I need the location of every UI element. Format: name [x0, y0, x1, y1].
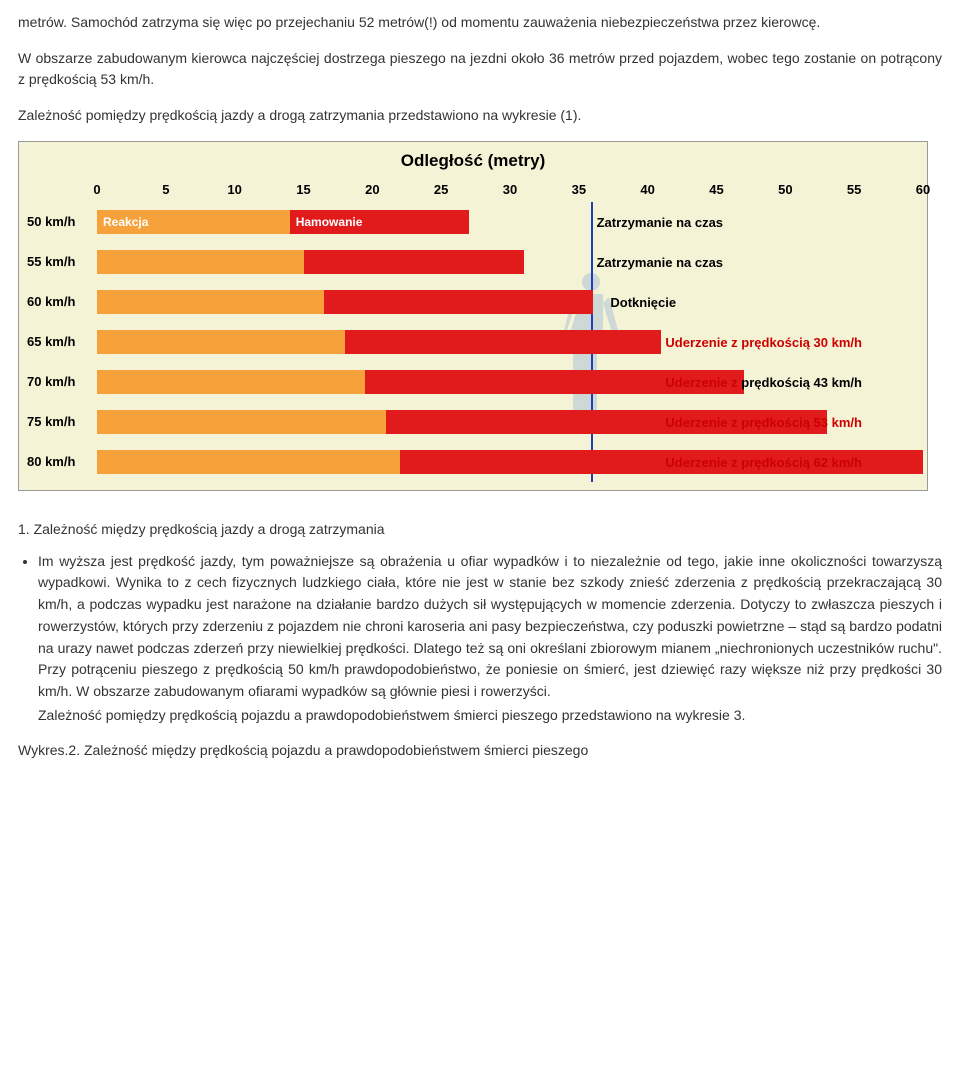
- reaction-segment: [97, 370, 365, 394]
- x-tick: 50: [778, 180, 792, 200]
- x-tick: 30: [503, 180, 517, 200]
- x-tick: 0: [93, 180, 100, 200]
- x-tick: 45: [709, 180, 723, 200]
- chart-caption-1: 1. Zależność między prędkością jazdy a d…: [18, 519, 942, 541]
- speed-label: 75 km/h: [23, 412, 97, 432]
- x-tick: 5: [162, 180, 169, 200]
- chart-row: 65 km/h Uderzenie z prędkością 30 km/h: [23, 322, 923, 362]
- x-tick: 15: [296, 180, 310, 200]
- chart-row: 55 km/h Zatrzymanie na czas: [23, 242, 923, 282]
- x-tick: 40: [640, 180, 654, 200]
- braking-segment: Hamowanie: [290, 210, 469, 234]
- speed-label: 50 km/h: [23, 212, 97, 232]
- x-tick: 60: [916, 180, 930, 200]
- reaction-segment: [97, 450, 400, 474]
- chart-caption-2: Wykres.2. Zależność między prędkością po…: [18, 740, 942, 762]
- bar-track: Uderzenie z prędkością 53 km/h: [97, 410, 923, 434]
- intro-paragraph-3: Zależność pomiędzy prędkością jazdy a dr…: [18, 105, 942, 127]
- braking-segment: [345, 330, 662, 354]
- x-tick: 55: [847, 180, 861, 200]
- x-tick: 25: [434, 180, 448, 200]
- outcome-label: Uderzenie z prędkością 30 km/h: [661, 333, 862, 353]
- outcome-label: Dotknięcie: [606, 293, 676, 313]
- bar-track: Uderzenie z prędkością 43 km/h: [97, 370, 923, 394]
- intro-paragraph-2: W obszarze zabudowanym kierowca najczęśc…: [18, 48, 942, 91]
- chart-rows: 50 km/hReakcjaHamowanie Zatrzymanie na cz…: [23, 202, 923, 482]
- x-tick: 10: [227, 180, 241, 200]
- chart-row: 75 km/h Uderzenie z prędkością 53 km/h: [23, 402, 923, 442]
- speed-label: 65 km/h: [23, 332, 97, 352]
- after-bullet-text: Zależność pomiędzy prędkością pojazdu a …: [38, 705, 942, 727]
- bar-track: Dotknięcie: [97, 290, 923, 314]
- bar-track: Zatrzymanie na czas: [97, 250, 923, 274]
- chart-row: 50 km/hReakcjaHamowanie Zatrzymanie na cz…: [23, 202, 923, 242]
- intro-paragraph-1: metrów. Samochód zatrzyma się więc po pr…: [18, 12, 942, 34]
- bar-track: Uderzenie z prędkością 30 km/h: [97, 330, 923, 354]
- speed-label: 55 km/h: [23, 252, 97, 272]
- x-tick: 35: [572, 180, 586, 200]
- reaction-segment: [97, 330, 345, 354]
- outcome-label: Uderzenie z prędkością 53 km/h: [661, 413, 862, 433]
- reaction-segment: [97, 250, 304, 274]
- braking-segment: [324, 290, 592, 314]
- bar-track: ReakcjaHamowanie Zatrzymanie na czas: [97, 210, 923, 234]
- braking-segment: [304, 250, 524, 274]
- reaction-segment: [97, 290, 324, 314]
- chart-row: 60 km/h Dotknięcie: [23, 282, 923, 322]
- outcome-label: Uderzenie z prędkością 43 km/h: [661, 373, 862, 393]
- bullet-text: Im wyższa jest prędkość jazdy, tym poważ…: [38, 553, 942, 699]
- speed-label: 60 km/h: [23, 292, 97, 312]
- chart-title: Odległość (metry): [23, 148, 923, 174]
- reaction-segment: Reakcja: [97, 210, 290, 234]
- x-tick: 20: [365, 180, 379, 200]
- bar-track: Uderzenie z prędkością 62 km/h: [97, 450, 923, 474]
- speed-label: 70 km/h: [23, 372, 97, 392]
- reaction-segment: [97, 410, 386, 434]
- outcome-label: Zatrzymanie na czas: [593, 213, 723, 233]
- outcome-label: Zatrzymanie na czas: [593, 253, 723, 273]
- chart-row: 80 km/h Uderzenie z prędkością 62 km/h: [23, 442, 923, 482]
- outcome-label: Uderzenie z prędkością 62 km/h: [661, 453, 862, 473]
- x-axis: 051015202530354045505560: [23, 180, 923, 202]
- chart-row: 70 km/h Uderzenie z prędkością 43 km/h: [23, 362, 923, 402]
- bullet-item-1: Im wyższa jest prędkość jazdy, tym poważ…: [38, 551, 942, 727]
- speed-label: 80 km/h: [23, 452, 97, 472]
- stopping-distance-chart: Odległość (metry) 0 5 10 15 20 25 30 35 40 45 50 55 6…: [18, 141, 928, 491]
- bullet-list: Im wyższa jest prędkość jazdy, tym poważ…: [18, 551, 942, 727]
